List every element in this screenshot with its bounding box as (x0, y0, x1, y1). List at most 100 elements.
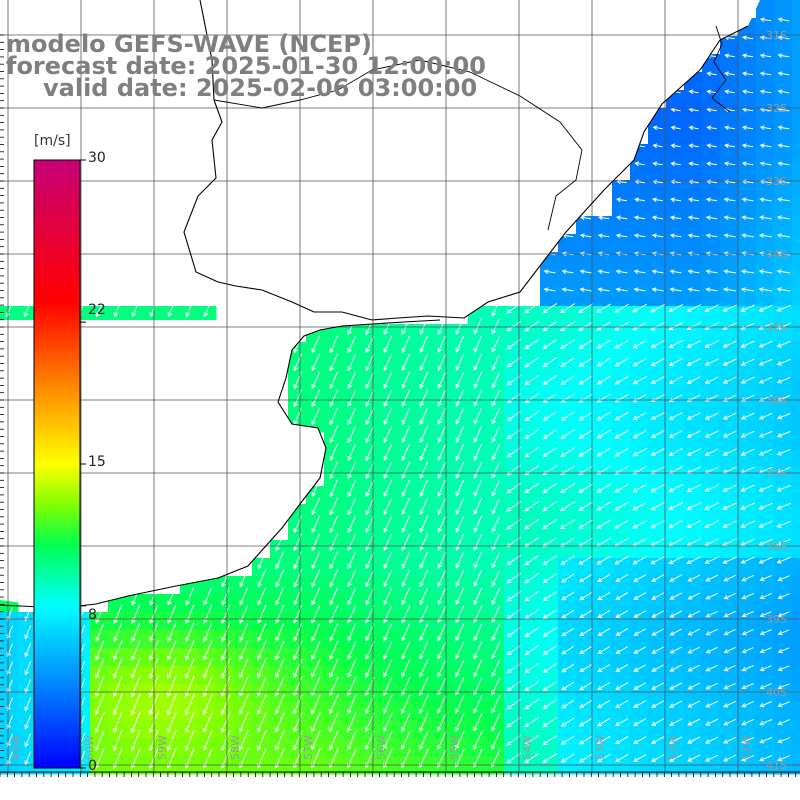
wind-arrow (704, 556, 719, 564)
wind-arrow (632, 447, 647, 457)
wind-arrow (94, 729, 105, 751)
wind-arrow (329, 443, 339, 462)
wind-arrow (455, 371, 465, 389)
wind-arrow (473, 695, 483, 714)
wind-speed-cell (612, 288, 631, 307)
wind-speed-cell (594, 558, 613, 577)
wind-arrow (419, 407, 429, 425)
wind-arrow (740, 412, 755, 420)
wind-arrow (506, 410, 521, 422)
wind-arrow (491, 569, 501, 587)
wind-speed-cell (270, 594, 289, 613)
wind-arrow (615, 269, 628, 274)
wind-arrow (652, 125, 663, 131)
wind-arrow (542, 321, 558, 332)
wind-arrow (130, 675, 141, 698)
wind-arrow (202, 711, 213, 734)
wind-arrow (221, 640, 231, 661)
wind-speed-cell (324, 630, 343, 649)
wind-speed-cell (468, 540, 487, 559)
wind-speed-cell (270, 540, 289, 559)
wind-speed-cell (720, 72, 739, 91)
wind-arrow (473, 371, 483, 389)
wind-arrow (542, 555, 558, 566)
wind-arrow (777, 683, 790, 690)
wind-speed-cell (378, 666, 397, 685)
wind-speed-cell (738, 288, 757, 307)
wind-speed-cell (648, 162, 667, 181)
wind-speed-cell (648, 126, 667, 145)
wind-arrow (560, 483, 576, 493)
wind-speed-cell (360, 720, 379, 739)
wind-speed-cell (792, 324, 800, 343)
wind-speed-cell (792, 342, 800, 361)
wind-arrow (473, 317, 483, 335)
wind-arrow (668, 754, 683, 762)
wind-speed-cell (450, 576, 469, 595)
wind-speed-cell (720, 126, 739, 145)
wind-arrow (329, 407, 339, 426)
title-forecast-date: forecast date: 2025-01-30 12:00:00 (6, 52, 486, 80)
wind-speed-cell (324, 558, 343, 577)
wind-speed-cell (414, 720, 433, 739)
wind-arrow (650, 555, 665, 565)
wind-arrow (419, 569, 429, 588)
wind-arrow (328, 730, 339, 751)
wind-arrow (632, 339, 647, 349)
wind-speed-cell (450, 522, 469, 541)
wind-arrow (401, 551, 411, 569)
wind-arrow (202, 729, 213, 751)
wind-arrow (616, 197, 627, 203)
wind-arrow (596, 375, 611, 385)
wind-arrow (561, 699, 575, 709)
wind-arrow (542, 609, 557, 619)
wind-speed-cell (450, 324, 469, 343)
wind-arrow (669, 233, 682, 238)
wind-speed-cell (756, 72, 775, 91)
wind-speed-cell (198, 594, 217, 613)
wind-arrow (687, 610, 700, 618)
wind-arrow (651, 287, 664, 292)
wind-arrow (542, 752, 558, 764)
wind-arrow (455, 497, 465, 515)
wind-speed-cell (450, 702, 469, 721)
wind-speed-cell (414, 504, 433, 523)
wind-speed-cell (162, 684, 181, 703)
wind-arrow (670, 125, 681, 131)
wind-arrow (579, 663, 593, 673)
wind-arrow (740, 287, 755, 292)
wind-arrow (596, 411, 611, 421)
wind-speed-cell (450, 594, 469, 613)
wind-arrow (491, 516, 501, 533)
wind-arrow (741, 233, 754, 238)
wind-speed-cell (396, 342, 415, 361)
wind-arrow (758, 520, 773, 528)
wind-speed-cell (144, 702, 163, 721)
wind-arrow (329, 335, 339, 354)
wind-arrow (437, 515, 447, 533)
wind-arrow (706, 71, 717, 77)
wind-arrow (419, 641, 429, 660)
wind-arrow (506, 662, 521, 674)
wind-arrow (401, 533, 411, 551)
wind-arrow (614, 718, 629, 727)
wind-speed-cell (468, 630, 487, 649)
wind-arrow (560, 519, 576, 530)
wind-speed-cell (738, 198, 757, 217)
wind-arrow (615, 233, 628, 238)
wind-arrow (650, 430, 665, 438)
wind-arrow (723, 197, 736, 202)
wind-speed-cell (792, 450, 800, 469)
wind-speed-cell (306, 360, 325, 379)
wind-arrow (651, 646, 664, 654)
wind-arrow (473, 748, 483, 768)
wind-speed-cell (792, 414, 800, 433)
wind-arrow (560, 555, 576, 565)
wind-speed-cell (180, 612, 199, 631)
wind-speed-cell (684, 288, 703, 307)
wind-speed-cell (468, 432, 487, 451)
wind-arrow (596, 753, 611, 763)
wind-speed-cell (396, 540, 415, 559)
wind-arrow (365, 353, 375, 372)
wind-arrow (633, 700, 647, 708)
